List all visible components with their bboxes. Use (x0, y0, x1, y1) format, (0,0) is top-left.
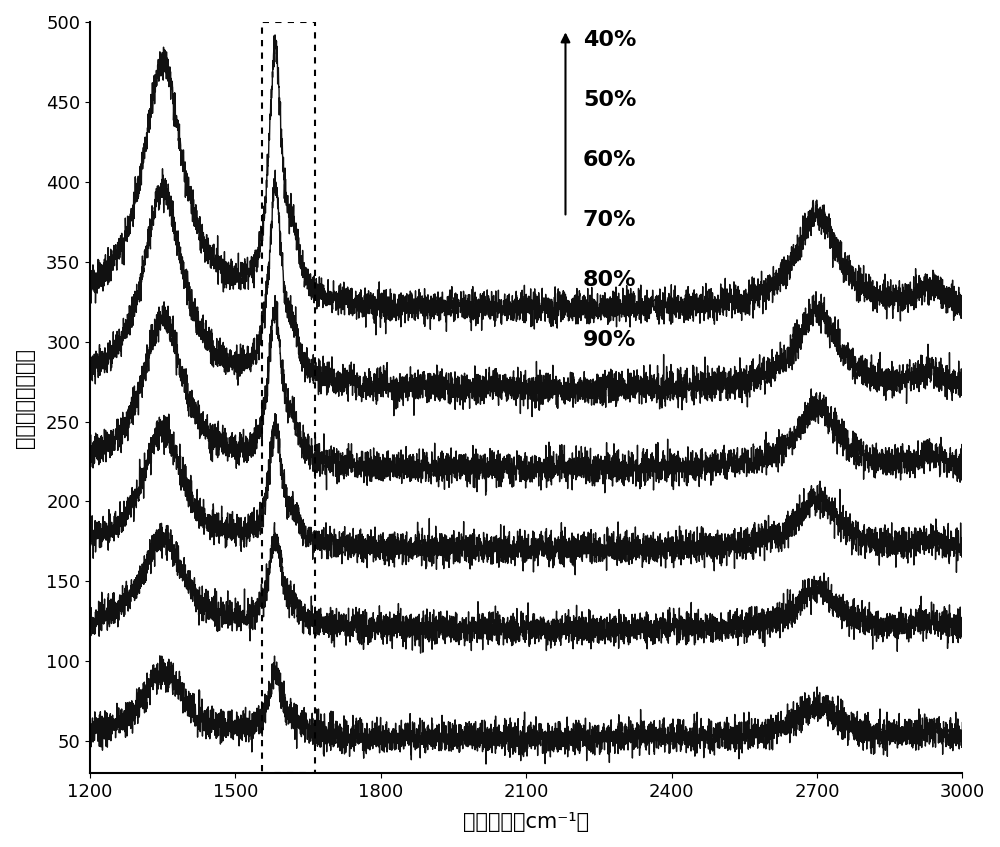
Y-axis label: 强度（任意单位）: 强度（任意单位） (15, 347, 35, 447)
Text: 40%: 40% (583, 30, 636, 49)
Bar (262, 22, 315, 773)
Text: 90%: 90% (583, 330, 636, 350)
Text: 50%: 50% (583, 90, 636, 109)
Text: 80%: 80% (583, 270, 636, 290)
Text: 70%: 70% (583, 210, 636, 230)
Text: 60%: 60% (583, 150, 636, 169)
X-axis label: 拉曼位移（cm⁻¹）: 拉曼位移（cm⁻¹） (463, 812, 589, 832)
